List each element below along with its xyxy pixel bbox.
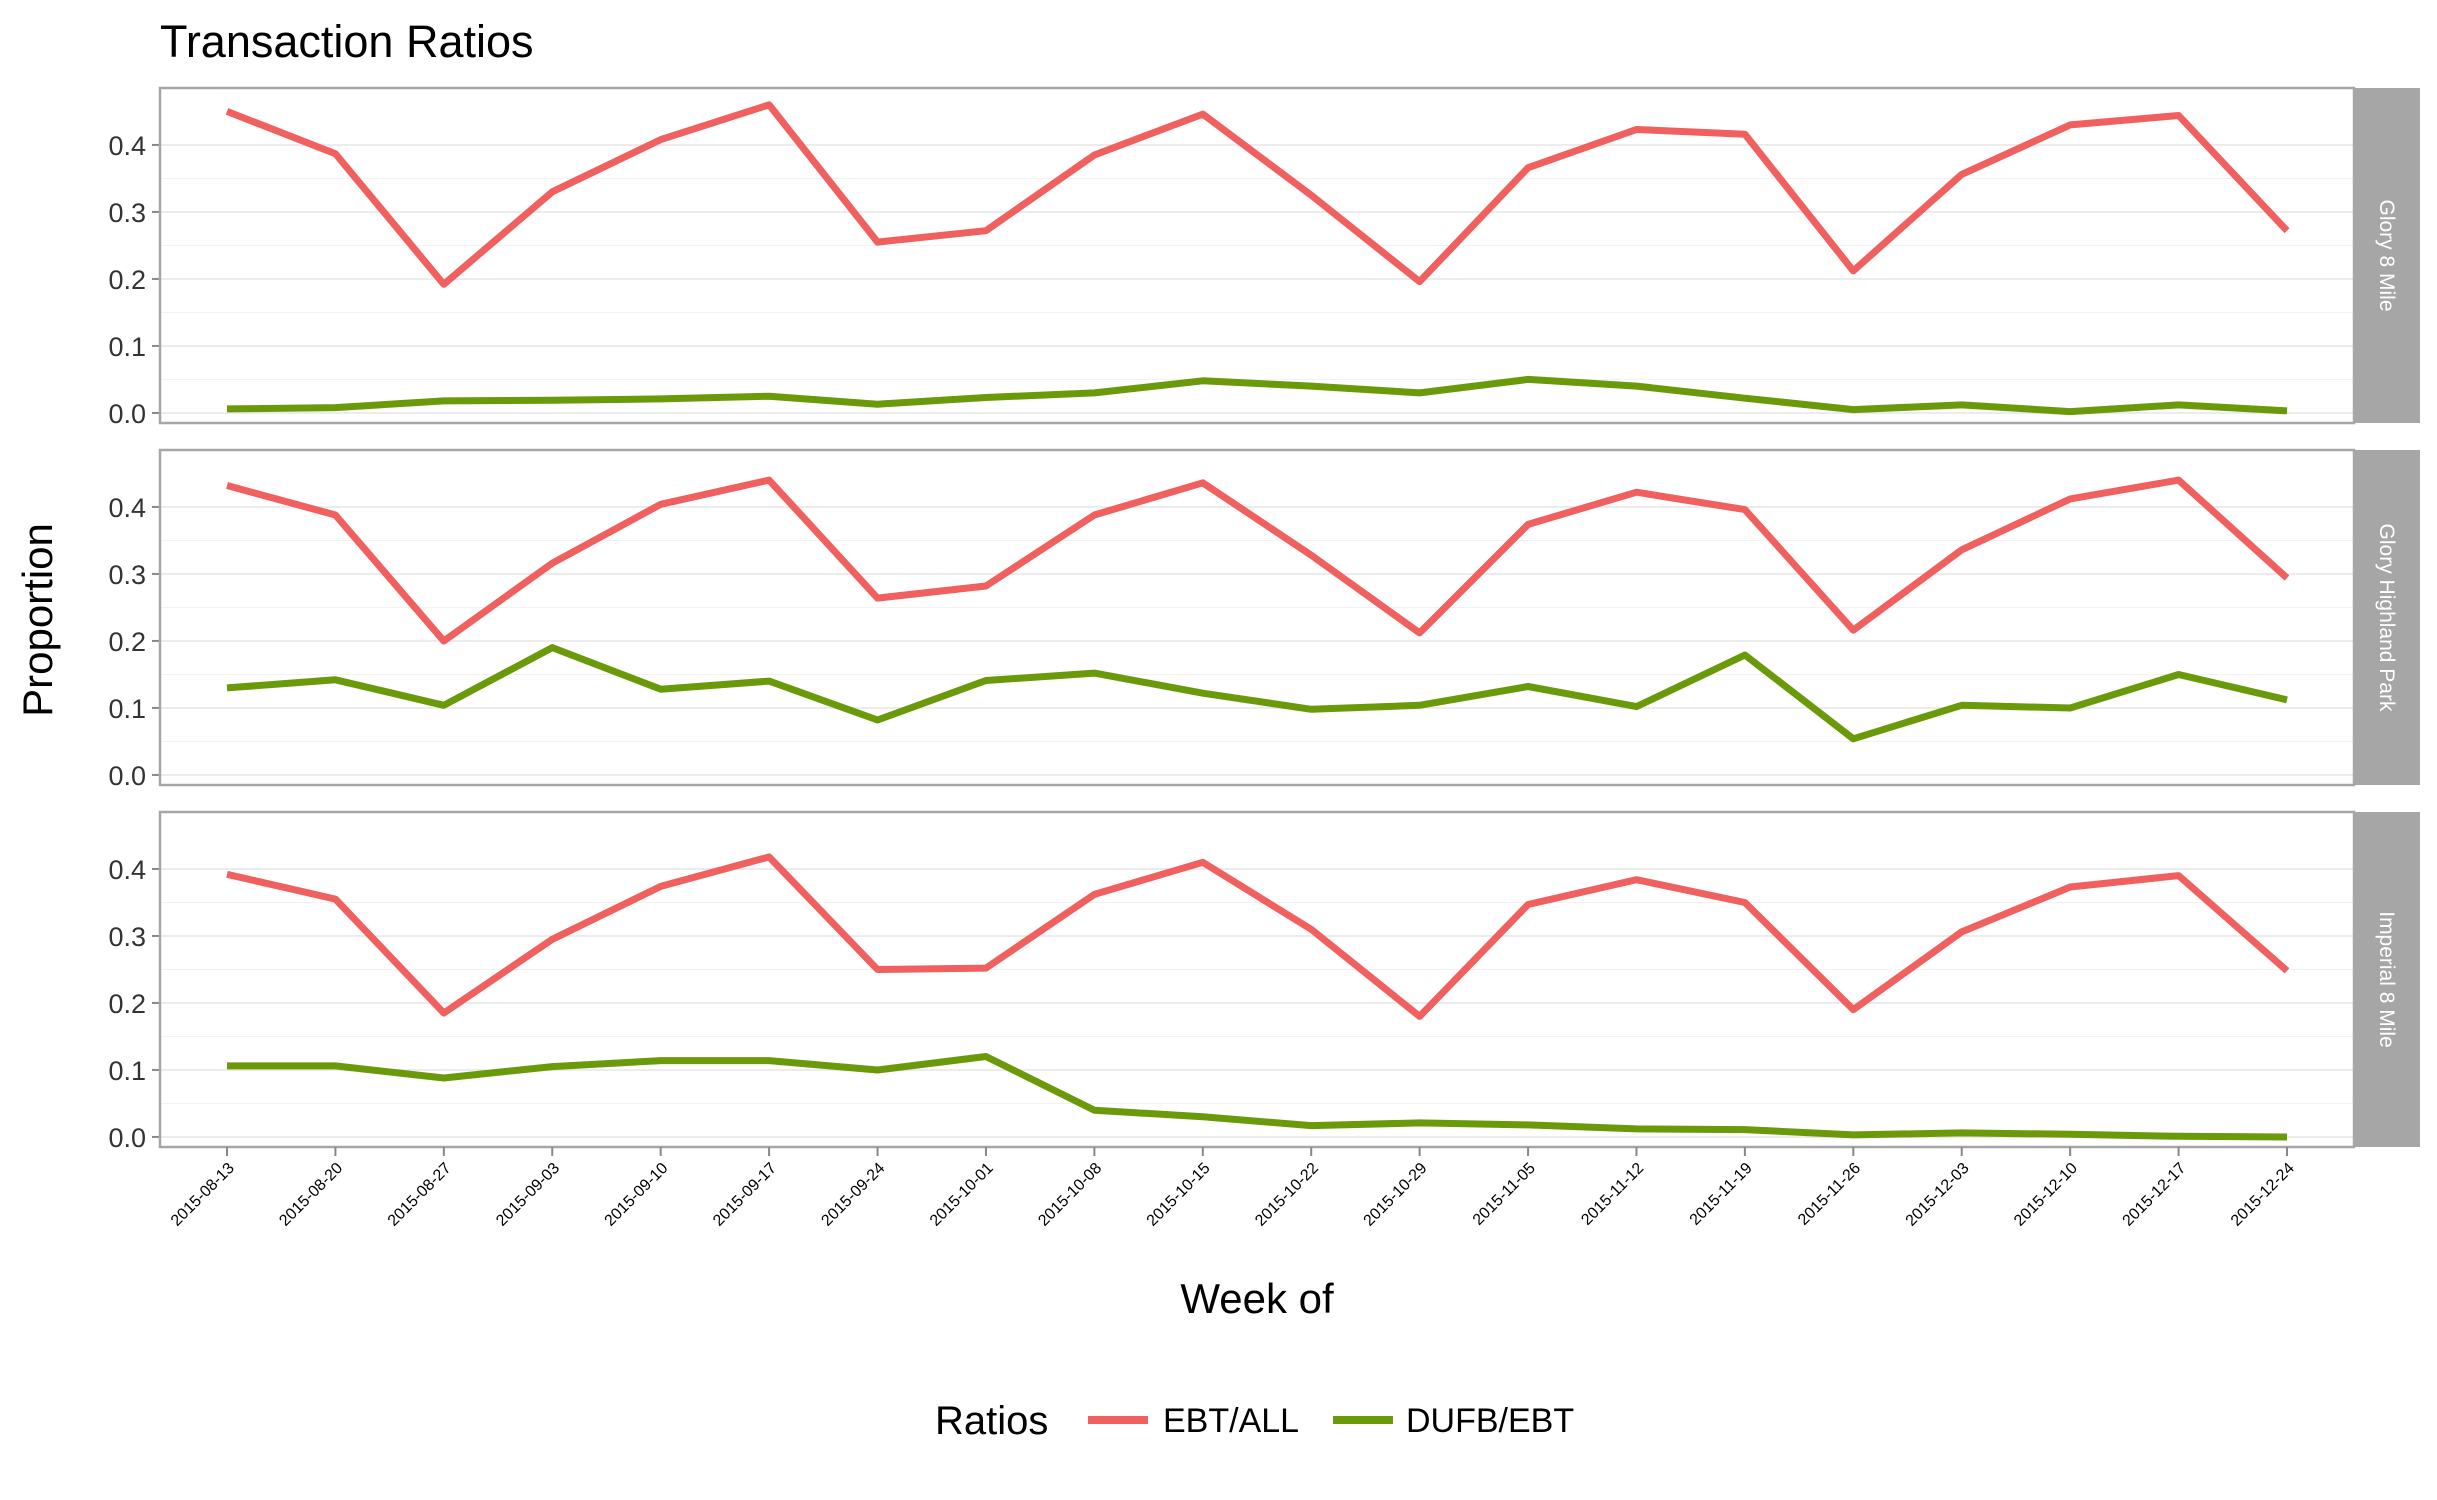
x-tick-label: 2015-09-24 [818, 1160, 888, 1230]
series-line-dufb-ebt [226, 375, 2288, 416]
x-tick-label: 2015-11-26 [1795, 1160, 1864, 1229]
legend-label-dufb-ebt: DUFB/EBT [1406, 1402, 1574, 1440]
y-tick-label: 0.4 [108, 855, 146, 885]
x-tick-label: 2015-08-13 [168, 1160, 238, 1230]
panel-background [160, 88, 2354, 423]
legend-title: Ratios [935, 1399, 1048, 1443]
x-axis-ticks: 2015-08-13 2015-08-20 2015-08-27 2015-09-03… [168, 1147, 2298, 1230]
x-tick-label: 2015-10-29 [1361, 1160, 1431, 1230]
y-axis-title: Proportion [14, 523, 61, 717]
x-tick-label: 2015-10-15 [1144, 1160, 1214, 1230]
y-tick-label: 0.2 [108, 265, 146, 295]
x-tick-label: 2015-09-03 [493, 1160, 563, 1230]
x-tick-label: 2015-11-12 [1578, 1160, 1647, 1229]
x-tick-label: 2015-12-03 [1903, 1160, 1973, 1230]
series-line-dufb-ebt [226, 644, 2288, 743]
y-tick-label: 0.1 [108, 1056, 146, 1086]
y-tick-label: 0.0 [108, 1123, 146, 1153]
y-tick-label: 0.1 [108, 332, 146, 362]
panel-glory-8-mile: 0.0 0.1 0.2 0.3 0.4 Glory 8 Mile [108, 86, 2420, 429]
facet-strip [2354, 812, 2420, 1147]
facet-strip-label: Glory Highland Park [2375, 524, 2398, 712]
panel-background [160, 450, 2354, 785]
x-tick-label: 2015-08-20 [276, 1160, 346, 1230]
x-tick-label: 2015-09-10 [602, 1160, 672, 1230]
series-line-ebt-all [226, 853, 2290, 1020]
y-tick-label: 0.2 [108, 627, 146, 657]
panel-imperial-8-mile: 0.0 0.1 0.2 0.3 0.4 Imperial 8 Mile [108, 810, 2420, 1153]
series-line-dufb-ebt [227, 1053, 2288, 1141]
x-tick-label: 2015-11-05 [1470, 1160, 1539, 1229]
x-tick-label: 2015-11-19 [1687, 1160, 1756, 1229]
series-line-ebt-all [225, 101, 2290, 288]
y-tick-label: 0.2 [108, 989, 146, 1019]
x-tick-label: 2015-08-27 [385, 1160, 455, 1230]
y-tick-label: 0.4 [108, 131, 146, 161]
y-tick-label: 0.3 [108, 198, 146, 228]
x-tick-label: 2015-10-01 [927, 1160, 997, 1230]
x-tick-label: 2015-12-10 [2011, 1160, 2081, 1230]
facet-strip [2354, 450, 2420, 785]
x-tick-label: 2015-12-24 [2228, 1160, 2298, 1230]
chart-title: Transaction Ratios [160, 16, 534, 67]
y-tick-label: 0.3 [108, 560, 146, 590]
facet-strip [2354, 88, 2420, 423]
facet-strip-label: Imperial 8 Mile [2375, 911, 2398, 1048]
y-tick-label: 0.0 [108, 399, 146, 429]
series-line-ebt-all [226, 476, 2290, 645]
y-tick-label: 0.4 [108, 493, 146, 523]
x-tick-label: 2015-12-17 [2120, 1160, 2190, 1230]
y-tick-label: 0.1 [108, 694, 146, 724]
y-tick-label: 0.3 [108, 922, 146, 952]
panel-glory-highland-park: 0.0 0.1 0.2 0.3 0.4 Glory Highland Park [108, 448, 2420, 791]
x-tick-label: 2015-10-22 [1252, 1160, 1322, 1230]
y-tick-label: 0.0 [108, 761, 146, 791]
legend: Ratios EBT/ALL DUFB/EBT [935, 1399, 1574, 1443]
x-axis-title: Week of [1180, 1275, 1334, 1322]
x-tick-label: 2015-10-08 [1035, 1160, 1105, 1230]
x-tick-label: 2015-09-17 [710, 1160, 780, 1230]
panel-background [160, 812, 2354, 1147]
legend-label-ebt-all: EBT/ALL [1163, 1402, 1299, 1440]
facet-strip-label: Glory 8 Mile [2375, 199, 2398, 311]
